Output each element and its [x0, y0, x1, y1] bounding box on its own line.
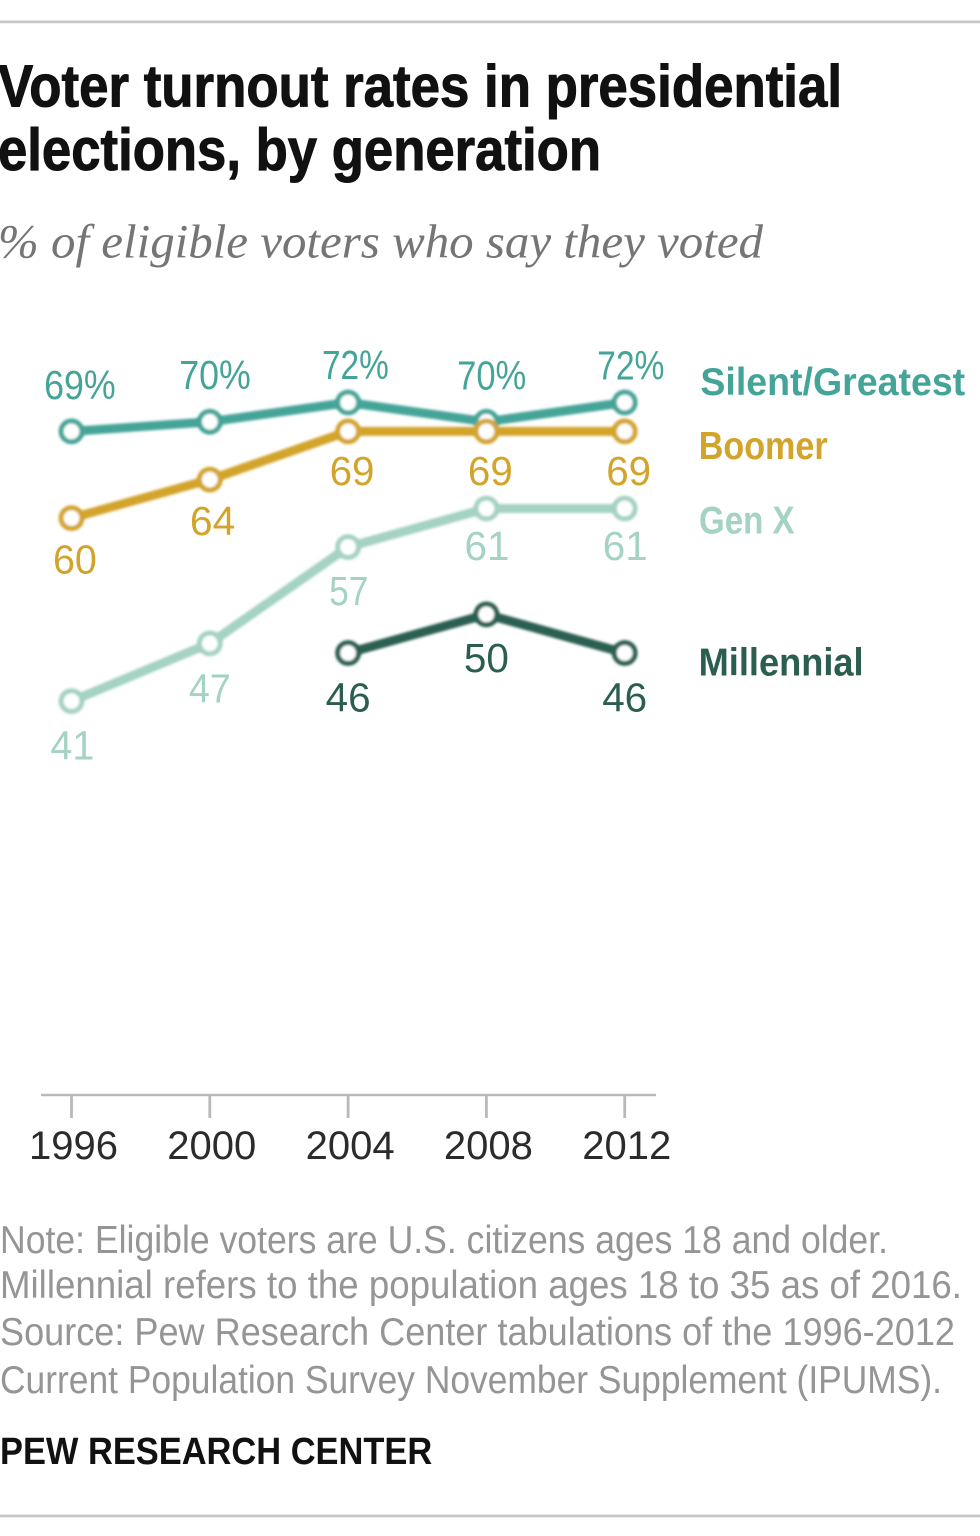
svg-text:Note: Eligible voters are U.S.: Note: Eligible voters are U.S. citizens …: [0, 1219, 888, 1262]
svg-text:60: 60: [53, 536, 97, 582]
svg-text:69: 69: [606, 448, 651, 494]
svg-text:69%: 69%: [44, 362, 116, 408]
svg-text:72%: 72%: [322, 342, 389, 388]
svg-text:1996: 1996: [29, 1124, 118, 1168]
svg-text:57: 57: [329, 568, 368, 614]
svg-text:50: 50: [464, 635, 509, 681]
svg-text:64: 64: [190, 498, 235, 544]
svg-text:47: 47: [189, 665, 231, 711]
svg-text:Silent/Greatest: Silent/Greatest: [700, 361, 965, 404]
svg-text:46: 46: [602, 675, 647, 721]
svg-text:Millennial refers to the popul: Millennial refers to the population ages…: [0, 1264, 962, 1307]
svg-text:PEW RESEARCH CENTER: PEW RESEARCH CENTER: [0, 1429, 432, 1472]
svg-text:Gen X: Gen X: [699, 499, 795, 542]
svg-text:61: 61: [465, 523, 510, 569]
svg-text:% of eligible voters who say t: % of eligible voters who say they voted: [0, 216, 764, 269]
svg-text:69: 69: [468, 448, 513, 494]
svg-text:Millennial: Millennial: [699, 641, 864, 684]
svg-text:70%: 70%: [457, 353, 526, 399]
svg-text:Voter turnout rates in preside: Voter turnout rates in presidential: [0, 54, 842, 120]
svg-text:46: 46: [326, 675, 371, 721]
svg-text:Boomer: Boomer: [699, 425, 828, 468]
svg-text:2004: 2004: [306, 1124, 395, 1168]
svg-text:72%: 72%: [597, 343, 664, 389]
svg-text:69: 69: [330, 448, 375, 494]
svg-text:61: 61: [603, 523, 648, 569]
svg-text:Source: Pew Research Center ta: Source: Pew Research Center tabulations …: [0, 1311, 955, 1354]
svg-text:70%: 70%: [179, 352, 251, 398]
svg-text:2012: 2012: [582, 1124, 671, 1168]
svg-text:Current Population Survey Nove: Current Population Survey November Suppl…: [0, 1359, 942, 1402]
svg-text:2000: 2000: [167, 1124, 256, 1168]
svg-text:41: 41: [50, 722, 94, 768]
svg-text:2008: 2008: [444, 1124, 533, 1168]
svg-text:elections, by generation: elections, by generation: [0, 117, 601, 183]
